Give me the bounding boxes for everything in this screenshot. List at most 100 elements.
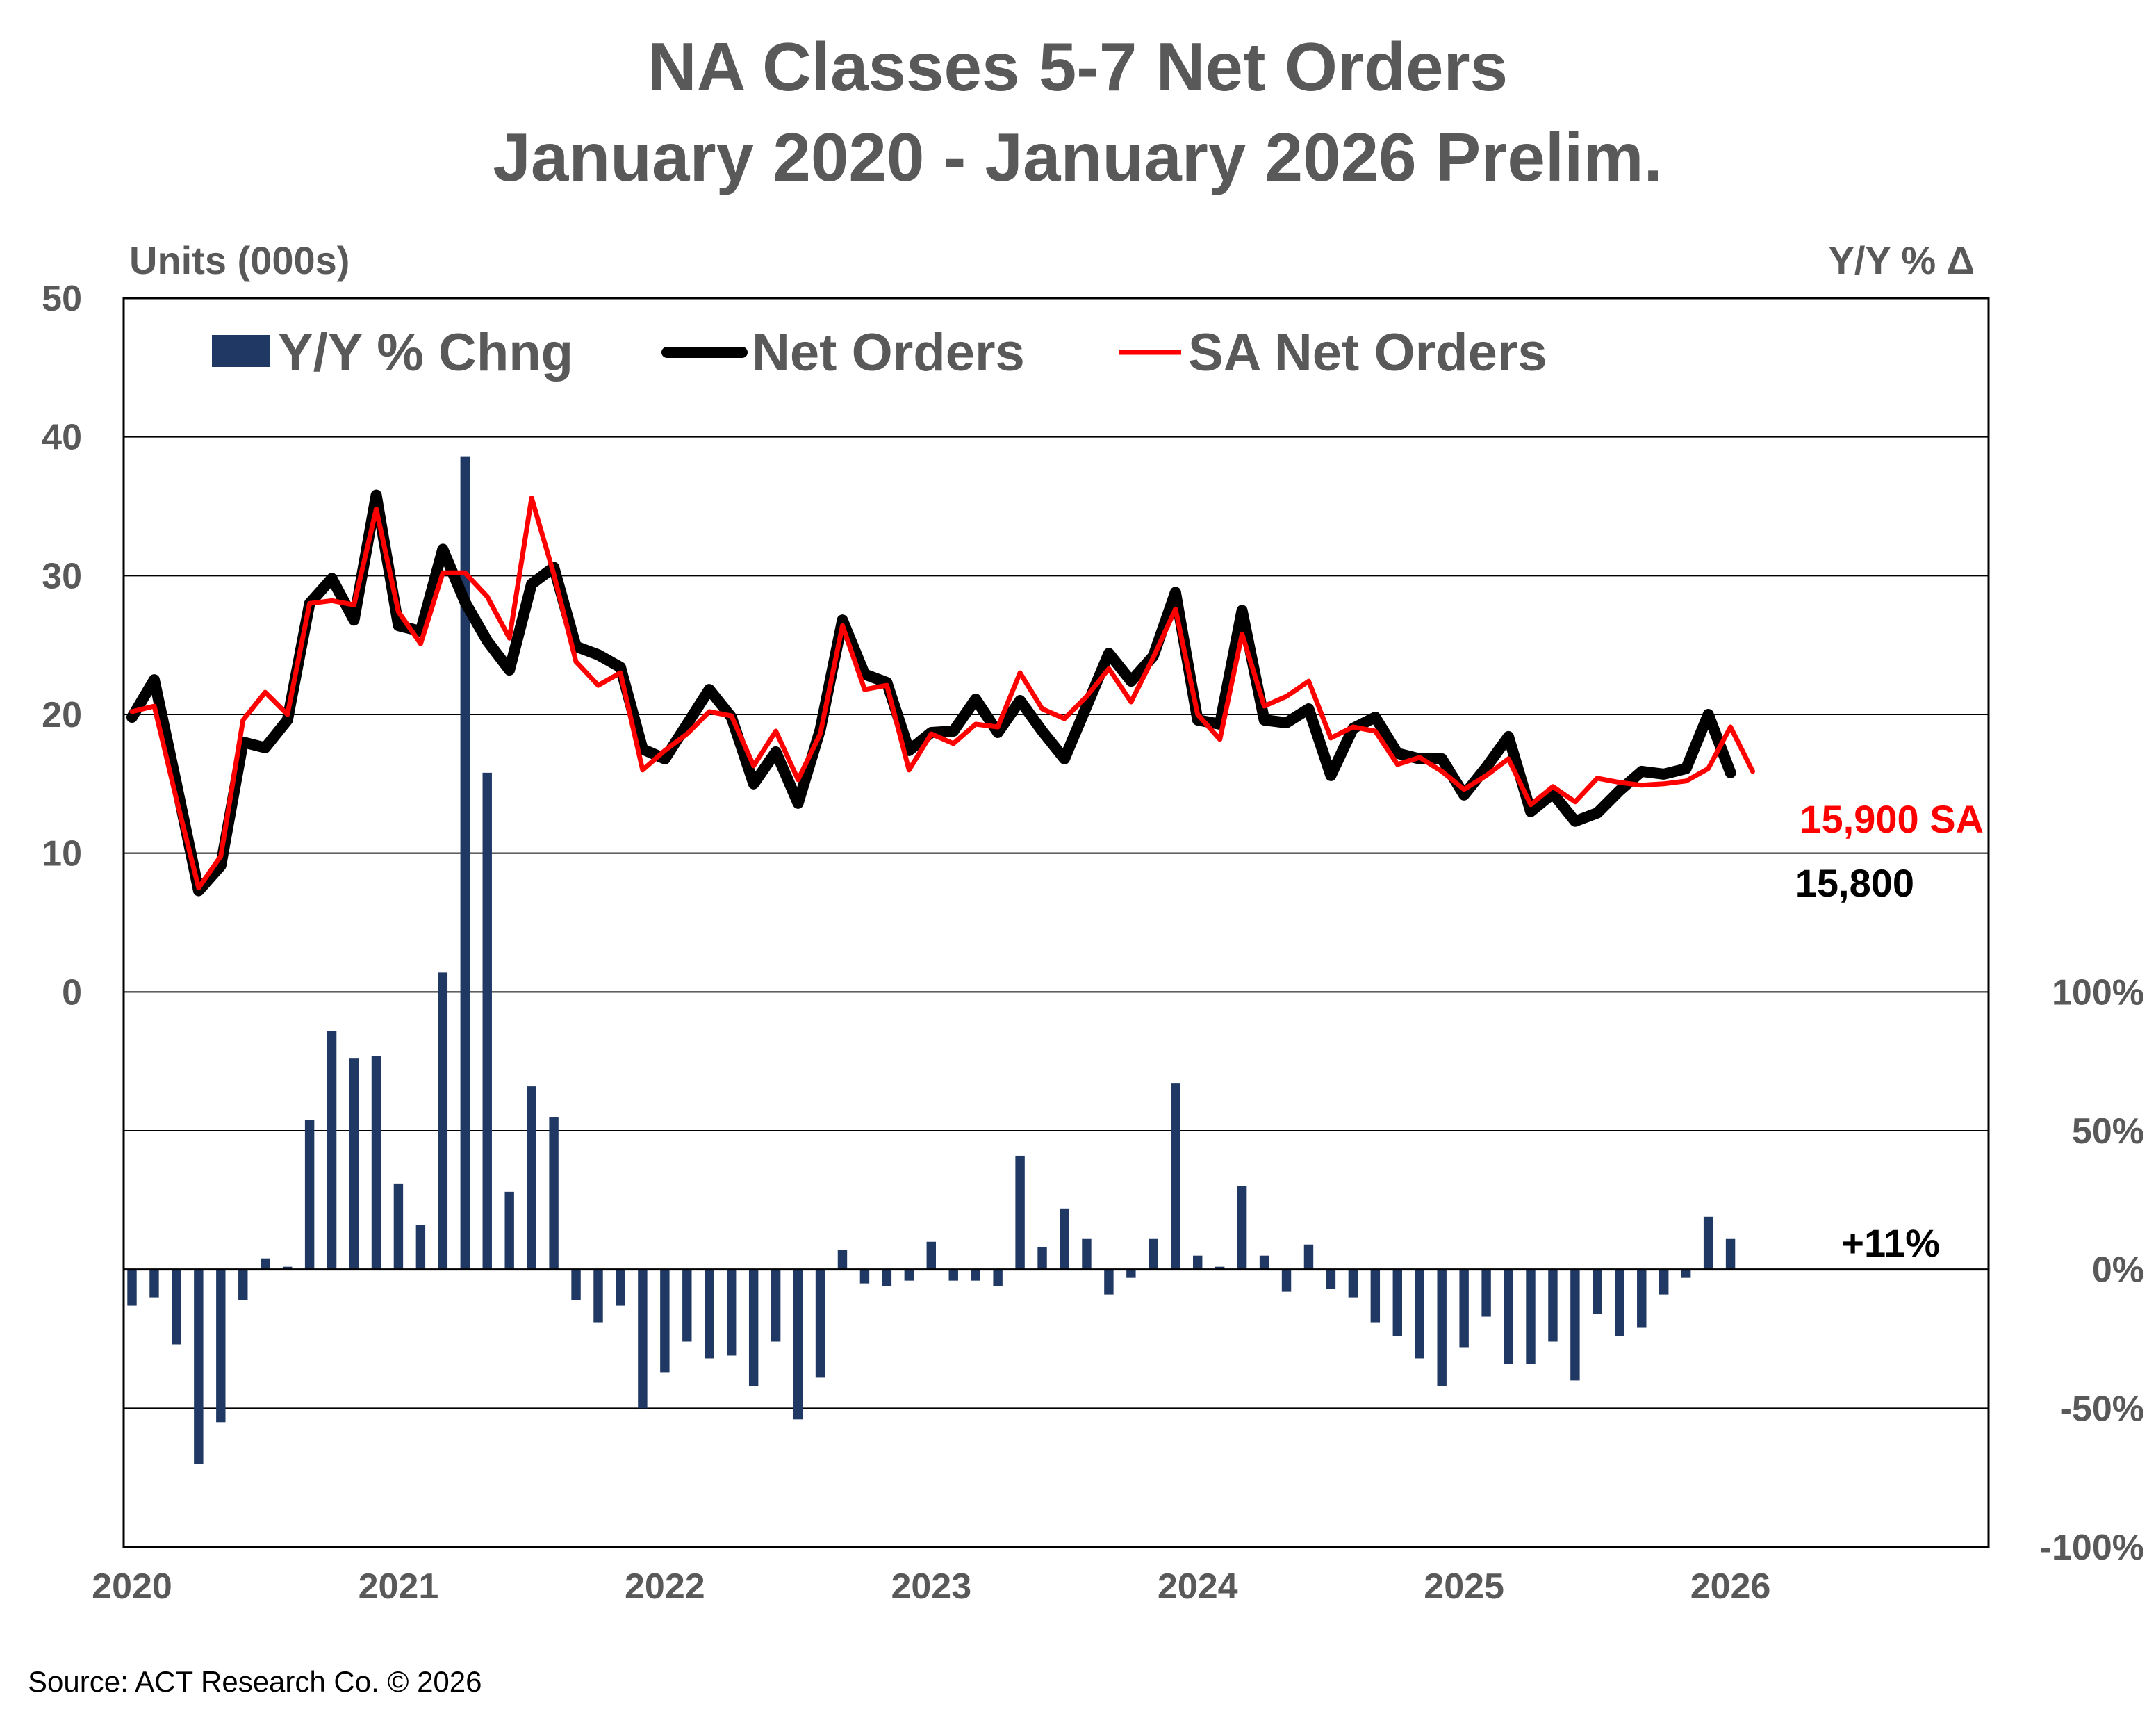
yoy-bar [616,1269,625,1306]
yoy-bar [438,972,448,1270]
yoy-bar [349,1058,359,1270]
yoy-bar [1171,1083,1180,1270]
yoy-bar [682,1269,692,1342]
yoy-bar [1659,1269,1669,1295]
y2-tick-label: 0% [2092,1250,2144,1291]
yoy-bar [1504,1269,1513,1364]
yoy-bar [904,1269,914,1281]
yoy-bar [238,1269,248,1300]
yoy-bar [1104,1269,1114,1295]
yoy-bar [393,1183,404,1270]
yoy-bar [1703,1216,1713,1270]
yoy-bar [216,1269,226,1423]
chart-subtitle: January 2020 - January 2026 Prelim. [493,119,1662,195]
yoy-bar [1548,1269,1558,1342]
y-tick-label: 20 [42,695,82,735]
yoy-bar [1237,1186,1247,1270]
chart-title: NA Classes 5-7 Net Orders [648,28,1508,105]
plot-frame [122,297,1990,1548]
yoy-bar [1281,1269,1292,1292]
yoy-bar [993,1269,1003,1286]
yoy-bar [926,1241,936,1270]
yoy-bar [1437,1269,1447,1386]
yoy-bar [1593,1269,1602,1314]
yoy-bar [1415,1269,1424,1359]
yoy-bar [1149,1238,1158,1270]
annotation-yoy-last: +11% [1841,1221,1940,1265]
y-tick-label: 40 [42,418,82,458]
y-tick-label: 50 [42,279,82,319]
yoy-bar [304,1120,315,1270]
axes: 50 40 30 20 10 0 100% 50% 0% -50% -100% 2020 2021 202… [42,279,2144,1607]
y-tick-label: 0 [62,972,82,1013]
y2-tick-label: 100% [2052,972,2144,1013]
yoy-bar [194,1269,204,1464]
yoy-bar [771,1269,781,1342]
yoy-bar [1082,1238,1092,1270]
yoy-bar [882,1269,892,1286]
y2-axis-label: Y/Y % Δ [1829,238,1975,282]
x-tick-label: 2021 [359,1566,439,1607]
x-tick-label: 2023 [891,1566,971,1607]
yoy-bar [971,1269,980,1281]
yoy-bar [504,1191,514,1270]
yoy-bar [172,1269,181,1345]
yoy-bar [371,1056,381,1270]
annotation-net-last: 15,800 [1795,861,1914,905]
yoy-bar [593,1269,603,1323]
yoy-bar [1570,1269,1580,1381]
x-tick-label: 2020 [92,1566,172,1607]
y-axis-label: Units (000s) [129,238,349,282]
order-lines [126,489,1755,897]
yoy-bar [1015,1155,1025,1270]
yoy-bar [727,1269,737,1356]
x-tick-label: 2022 [625,1566,705,1607]
yoy-bar [571,1269,581,1300]
yoy-bars [124,456,1989,1464]
yoy-bar [282,1266,293,1270]
yoy-bar [748,1269,759,1386]
yoy-bar [261,1258,270,1270]
yoy-bar [415,1225,426,1270]
y2-tick-label: -100% [2040,1528,2144,1568]
yoy-bar [660,1269,670,1373]
yoy-bar [705,1269,714,1359]
yoy-bar [1725,1238,1736,1270]
yoy-bar [1392,1269,1402,1336]
source-note: Source: ACT Research Co. © 2026 [28,1665,482,1698]
legend-label-yoy: Y/Y % Chng [278,323,573,382]
legend-label-sa-net-orders: SA Net Orders [1188,323,1547,382]
yoy-bar [1681,1269,1691,1278]
yoy-bar [1215,1266,1225,1270]
yoy-bar [1303,1244,1314,1270]
yoy-bar [1126,1269,1136,1278]
yoy-bar [1459,1269,1469,1348]
x-tick-label: 2024 [1158,1566,1238,1607]
yoy-bar [1259,1255,1269,1270]
x-tick-label: 2025 [1424,1566,1504,1607]
yoy-bar [837,1250,848,1270]
yoy-bar [1060,1208,1069,1270]
yoy-bar [1370,1269,1381,1323]
y-tick-label: 30 [42,556,82,596]
yoy-bar [1348,1269,1358,1298]
y2-tick-label: -50% [2060,1389,2144,1429]
yoy-bar [127,1269,137,1306]
yoy-bar [1037,1247,1047,1270]
legend: Y/Y % Chng Net Orders SA Net Orders [212,323,1547,382]
yoy-bar [460,456,470,1270]
yoy-bar [482,772,492,1270]
yoy-bar [948,1269,958,1281]
y2-tick-label: 50% [2072,1111,2144,1152]
x-tick-label: 2026 [1690,1566,1771,1607]
yoy-bar [549,1117,559,1270]
legend-swatch-yoy [212,335,270,367]
yoy-bar [1615,1269,1624,1336]
yoy-bar [1326,1269,1336,1289]
yoy-bar [1637,1269,1647,1328]
yoy-bar [1481,1269,1491,1317]
yoy-bar [815,1269,825,1378]
yoy-bar [149,1269,159,1298]
